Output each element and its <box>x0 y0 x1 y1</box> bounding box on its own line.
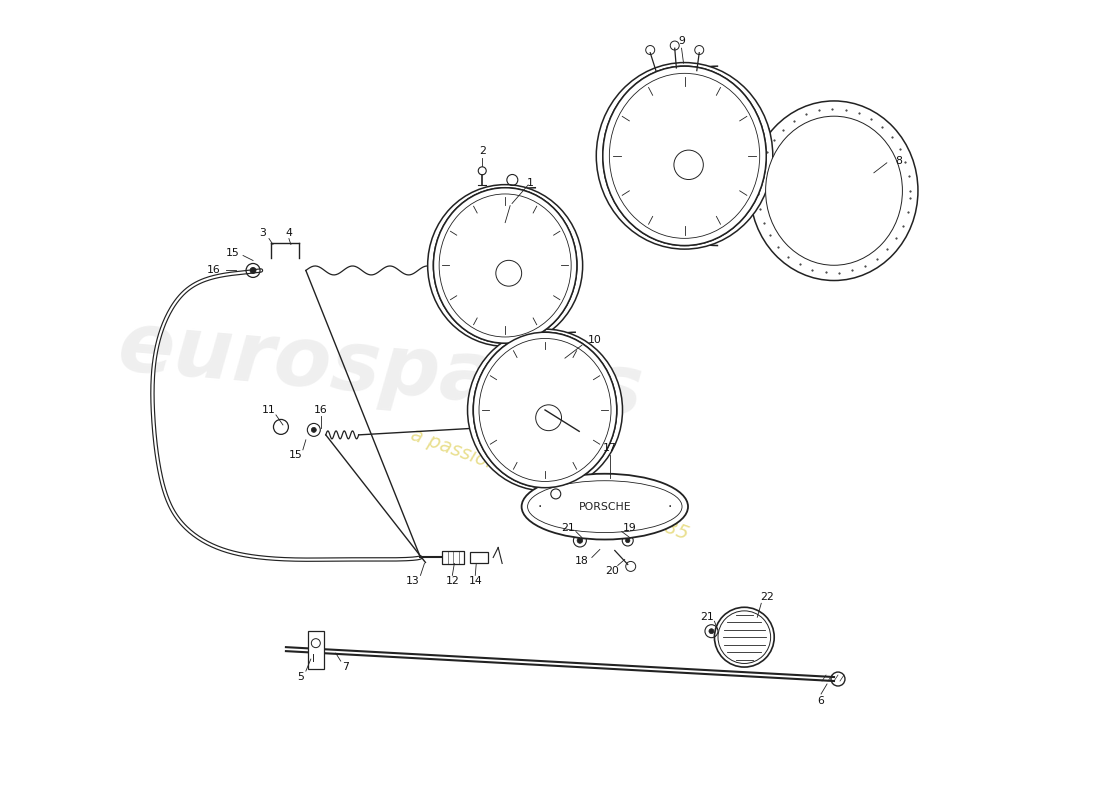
Text: ·: · <box>538 500 542 514</box>
FancyBboxPatch shape <box>471 552 488 563</box>
Circle shape <box>474 226 483 234</box>
Text: 1: 1 <box>527 178 534 188</box>
Circle shape <box>250 267 256 274</box>
Ellipse shape <box>603 66 767 246</box>
Ellipse shape <box>596 62 773 249</box>
FancyBboxPatch shape <box>308 631 323 669</box>
Circle shape <box>519 374 527 382</box>
Text: 17: 17 <box>603 443 617 453</box>
Ellipse shape <box>473 332 617 488</box>
Text: 8: 8 <box>895 156 902 166</box>
Text: 16: 16 <box>314 405 328 415</box>
Text: 15: 15 <box>227 247 240 258</box>
Text: 2: 2 <box>478 146 486 156</box>
Circle shape <box>474 243 483 251</box>
Text: 9: 9 <box>678 36 685 46</box>
Ellipse shape <box>603 66 767 246</box>
Text: 22: 22 <box>760 592 774 602</box>
Circle shape <box>474 266 483 274</box>
Ellipse shape <box>660 93 774 218</box>
Ellipse shape <box>750 101 918 281</box>
Circle shape <box>519 391 527 399</box>
FancyBboxPatch shape <box>442 551 464 564</box>
Ellipse shape <box>521 474 688 539</box>
Text: eurospares: eurospares <box>114 306 647 434</box>
Circle shape <box>708 629 714 634</box>
Text: 3: 3 <box>260 227 266 238</box>
Ellipse shape <box>528 481 682 533</box>
Text: PORSCHE: PORSCHE <box>579 502 631 512</box>
Ellipse shape <box>766 116 902 266</box>
Text: 19: 19 <box>623 522 637 533</box>
Circle shape <box>736 155 745 166</box>
Text: 12: 12 <box>446 576 459 586</box>
Circle shape <box>311 427 317 432</box>
Text: 11: 11 <box>262 405 276 415</box>
Circle shape <box>478 167 486 174</box>
Text: 5: 5 <box>297 672 305 682</box>
Text: 4: 4 <box>286 227 293 238</box>
Text: 18: 18 <box>575 557 589 566</box>
Circle shape <box>626 538 630 542</box>
Ellipse shape <box>473 332 617 488</box>
Circle shape <box>519 414 527 422</box>
Text: 6: 6 <box>817 696 825 706</box>
Circle shape <box>714 607 774 667</box>
Text: 7: 7 <box>342 662 349 672</box>
Text: 10: 10 <box>587 335 602 346</box>
Circle shape <box>578 538 583 543</box>
Text: 13: 13 <box>406 576 419 586</box>
Text: 21: 21 <box>561 522 575 533</box>
Text: 15: 15 <box>289 450 302 460</box>
Ellipse shape <box>433 188 576 343</box>
Ellipse shape <box>428 185 583 346</box>
Text: a passion for parts since 1985: a passion for parts since 1985 <box>408 426 692 544</box>
Text: 14: 14 <box>469 576 482 586</box>
Ellipse shape <box>468 329 623 491</box>
Text: 21: 21 <box>701 612 714 622</box>
Ellipse shape <box>433 188 576 343</box>
Text: 16: 16 <box>207 266 220 275</box>
Text: ·: · <box>668 500 672 514</box>
Text: 20: 20 <box>605 566 618 577</box>
